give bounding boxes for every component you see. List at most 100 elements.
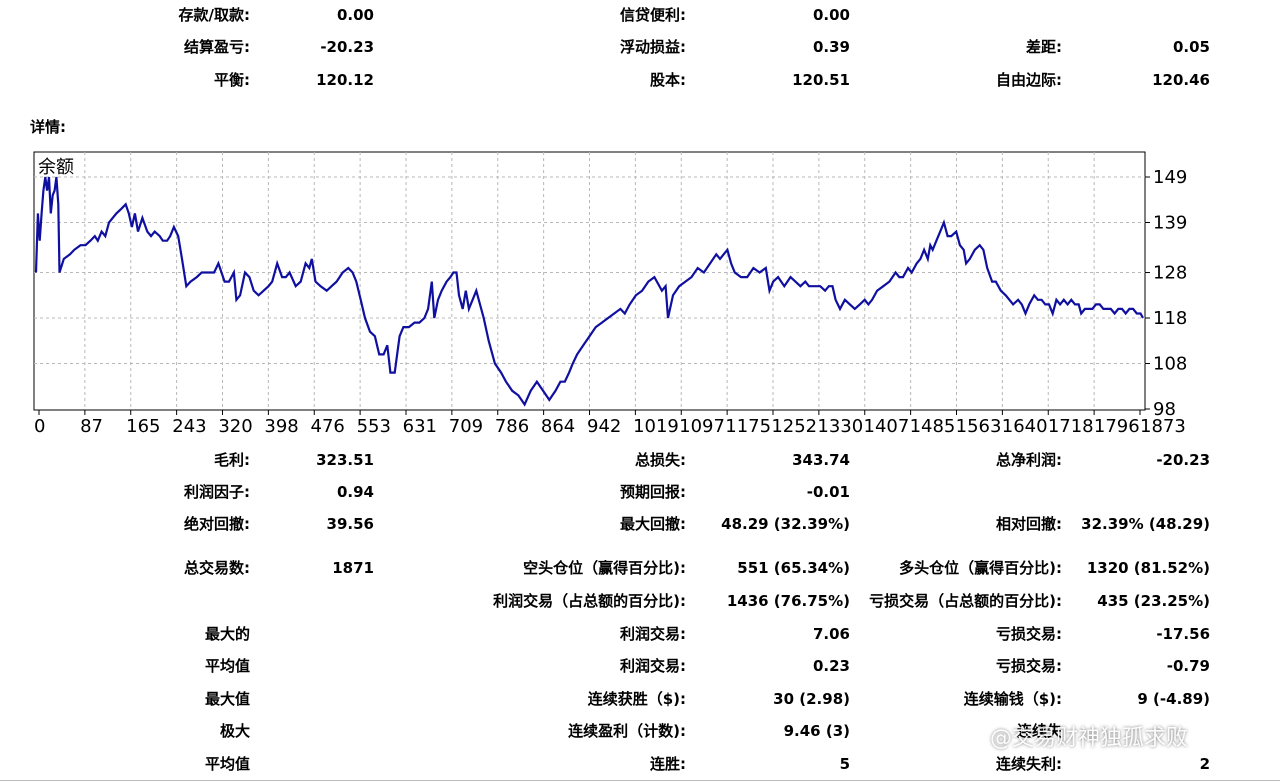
stat-label-r3-0: 绝对回撤: — [184, 515, 250, 533]
stat-label-r6-0: 最大的 — [204, 625, 250, 643]
stat-label-r3-1: 最大回撤: — [620, 515, 686, 533]
stat-value-r4-1: 551 (65.34%) — [737, 559, 850, 577]
x-tick-label: 786 — [495, 416, 529, 437]
stat-value-r9-1: 9.46 (3) — [783, 722, 850, 740]
stat-value-r7-1: 0.23 — [812, 657, 850, 675]
x-tick-label: 1407 — [864, 416, 910, 437]
x-tick-label: 398 — [264, 416, 298, 437]
stat-value-r7-2: -0.79 — [1166, 657, 1210, 675]
stat-label-r3-2: 相对回撤: — [996, 515, 1062, 533]
stat-value-r8-2: 9 (-4.89) — [1137, 690, 1210, 708]
stat-label-r8-1: 连续获胜（$): — [587, 690, 686, 708]
x-tick-label: 631 — [403, 416, 437, 437]
watermark-text: @交易财神独孤求败 — [990, 726, 1189, 751]
stat-value-r4-0: 1871 — [332, 559, 374, 577]
stat-label-r10-2: 连续失利: — [996, 755, 1062, 773]
stat-label-r6-2: 亏损交易: — [996, 625, 1062, 643]
stat-label-r9-2: 连续失 — [1016, 722, 1062, 740]
x-tick-label: 1718 — [1048, 416, 1094, 437]
stat-value-r3-1: 48.29 (32.39%) — [721, 515, 850, 533]
stat-value-r3-0: 39.56 — [326, 515, 374, 533]
stat-label-r2-0: 利润因子: — [184, 483, 250, 501]
balance-series-line — [34, 176, 1144, 407]
x-tick-label: 476 — [311, 416, 345, 437]
y-tick-label: 118 — [1153, 308, 1187, 329]
balance-label: 平衡: — [214, 71, 250, 89]
stat-value-r10-2: 2 — [1199, 755, 1210, 773]
stat-label-r8-0: 最大值 — [204, 690, 250, 708]
equity-label: 股本: — [650, 71, 686, 89]
x-tick-label: 87 — [80, 416, 103, 437]
floating-pl-label: 浮动损益: — [620, 38, 686, 56]
credit-label: 信贷便利: — [620, 6, 686, 24]
stat-label-r6-1: 利润交易: — [620, 625, 686, 643]
x-tick-label: 1873 — [1140, 416, 1186, 437]
x-tick-label: 942 — [587, 416, 621, 437]
y-tick-label: 98 — [1153, 399, 1176, 420]
balance-value: 120.12 — [316, 71, 374, 89]
x-tick-label: 1563 — [956, 416, 1002, 437]
stat-value-r3-2: 32.39% (48.29) — [1081, 515, 1210, 533]
deposit-withdraw-value: 0.00 — [336, 6, 374, 24]
spread-label: 差距: — [1026, 38, 1062, 56]
credit-value: 0.00 — [812, 6, 850, 24]
equity-value: 120.51 — [792, 71, 850, 89]
bottom-divider — [0, 780, 1280, 781]
stat-value-r5-1: 1436 (76.75%) — [726, 592, 850, 610]
stat-label-r1-2: 总净利润: — [996, 451, 1062, 469]
balance-chart-svg: 149 139 128 118 108 98 0 87 165 243 320 398 476 553 63… — [33, 151, 1187, 437]
free-margin-value: 120.46 — [1152, 71, 1210, 89]
floating-pl-value: 0.39 — [812, 38, 850, 56]
x-tick-label: 1019 — [633, 416, 679, 437]
stat-label-r10-0: 平均值 — [204, 755, 250, 773]
x-tick-label: 1640 — [1002, 416, 1048, 437]
x-tick-label: 1796 — [1094, 416, 1140, 437]
x-tick-label: 1252 — [771, 416, 817, 437]
deposit-withdraw-label: 存款/取款: — [178, 6, 250, 24]
stat-label-r2-1: 预期回报: — [620, 483, 686, 501]
closed-pl-value: -20.23 — [320, 38, 374, 56]
stat-label-r1-0: 毛利: — [214, 451, 250, 469]
chart-series-label: 余额 — [38, 157, 74, 178]
x-tick-label: 553 — [357, 416, 391, 437]
stat-label-r4-1: 空头仓位（赢得百分比): — [523, 559, 686, 577]
stat-label-r5-1: 利润交易（占总额的百分比): — [493, 592, 686, 610]
y-tick-label: 108 — [1153, 354, 1187, 375]
x-tick-label: 709 — [449, 416, 483, 437]
x-tick-label: 1097 — [679, 416, 725, 437]
stat-label-r4-2: 多头仓位（赢得百分比): — [899, 559, 1062, 577]
x-tick-label: 0 — [34, 416, 45, 437]
x-tick-label: 243 — [172, 416, 206, 437]
stat-label-r1-1: 总损失: — [635, 451, 686, 469]
closed-pl-label: 结算盈亏: — [184, 38, 250, 56]
details-label: 详情: — [30, 118, 66, 136]
x-tick-label: 864 — [541, 416, 575, 437]
y-tick-label: 139 — [1153, 212, 1187, 233]
stat-value-r2-0: 0.94 — [336, 483, 374, 501]
y-tick-label: 128 — [1153, 263, 1187, 284]
x-tick-label: 1175 — [725, 416, 771, 437]
stat-value-r4-2: 1320 (81.52%) — [1086, 559, 1210, 577]
stat-label-r4-0: 总交易数: — [184, 559, 250, 577]
y-tick-label: 149 — [1153, 167, 1187, 188]
free-margin-label: 自由边际: — [996, 71, 1062, 89]
stat-value-r1-2: -20.23 — [1156, 451, 1210, 469]
x-tick-label: 165 — [126, 416, 160, 437]
x-tick-label: 1485 — [910, 416, 956, 437]
x-tick-label: 1330 — [817, 416, 863, 437]
stat-value-r10-1: 5 — [839, 755, 850, 773]
balance-chart: 149 139 128 118 108 98 0 87 165 243 320 398 476 553 63… — [0, 145, 1280, 440]
stat-label-r9-0: 极大 — [219, 722, 250, 740]
stat-value-r8-1: 30 (2.98) — [773, 690, 850, 708]
stat-value-r6-1: 7.06 — [812, 625, 850, 643]
stat-label-r9-1: 连续盈利（计数): — [568, 722, 686, 740]
x-tick-label: 320 — [218, 416, 252, 437]
stat-value-r1-1: 343.74 — [792, 451, 850, 469]
stat-label-r7-1: 利润交易: — [620, 657, 686, 675]
stat-label-r5-2: 亏损交易（占总额的百分比): — [869, 592, 1062, 610]
stat-label-r7-2: 亏损交易: — [996, 657, 1062, 675]
stat-label-r7-0: 平均值 — [204, 657, 250, 675]
stat-value-r2-1: -0.01 — [806, 483, 850, 501]
stat-label-r10-1: 连胜: — [650, 755, 686, 773]
stat-value-r5-2: 435 (23.25%) — [1097, 592, 1210, 610]
